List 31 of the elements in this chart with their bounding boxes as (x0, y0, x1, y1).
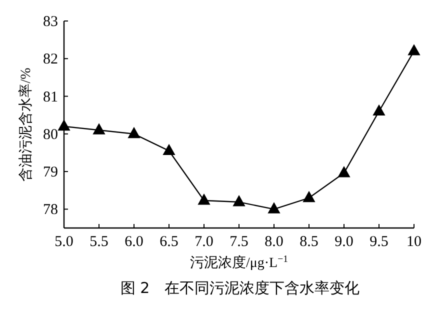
point (92, 123, 106, 134)
x-tick-label: 6.5 (160, 234, 178, 250)
x-tick-label: 5.5 (90, 234, 108, 250)
y-tick-label: 78 (43, 202, 58, 218)
y-tick-label: 79 (43, 164, 58, 181)
point (372, 104, 386, 116)
point (232, 195, 246, 206)
x-tick-label: 8.5 (300, 234, 318, 250)
point (58, 119, 70, 131)
x-tick-label: 6.0 (124, 234, 144, 250)
x-axis-title: 污泥浓度/μg·L$^{−1}$ (190, 254, 288, 271)
point (198, 194, 210, 205)
point (338, 166, 350, 178)
text: 图 2 在不同污泥浓度下含水率变化 (120, 279, 360, 297)
point (128, 126, 140, 138)
y-tick-label: 80 (43, 126, 58, 143)
x-tick-label: 5.0 (54, 234, 74, 250)
x-tick-label: 10 (406, 234, 422, 250)
x-tick-label: 9.5 (370, 234, 388, 250)
point (162, 144, 176, 156)
point (408, 44, 420, 56)
point (302, 190, 316, 202)
x-tick-label: 7.5 (230, 234, 248, 250)
x-tick-label: 9.0 (334, 234, 354, 250)
x-tick-label: 8.0 (264, 234, 284, 250)
y-axis-title: 含油污泥含水率/% (18, 67, 34, 182)
y-tick-label: 83 (43, 14, 58, 30)
x-tick-label: 7.0 (194, 234, 214, 250)
y-tick-label: 81 (43, 89, 58, 106)
y-tick-label: 82 (43, 52, 58, 68)
point (268, 202, 280, 214)
